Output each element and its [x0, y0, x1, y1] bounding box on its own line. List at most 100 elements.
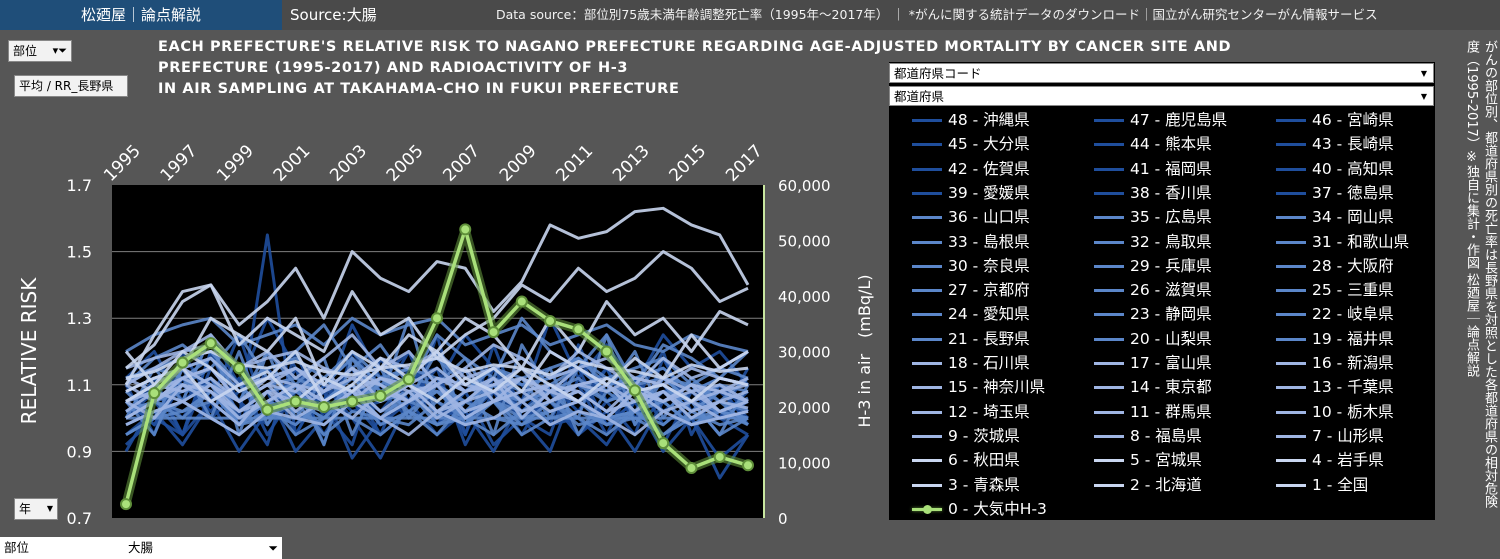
site-slicer-label: 部位 [13, 44, 38, 58]
h3-point [346, 395, 359, 408]
y-axis-label: RELATIVE RISK [17, 277, 41, 425]
legend-label: 29 - 兵庫県 [1130, 256, 1212, 275]
y2-tick-label: 30,000 [778, 344, 831, 362]
brand-tab[interactable]: 松廼屋｜論点解説 [0, 0, 282, 30]
legend-swatch [912, 191, 942, 195]
legend-swatch [1094, 434, 1124, 438]
legend-swatch [912, 240, 942, 244]
h3-point [176, 356, 189, 369]
h3-point [685, 462, 698, 475]
legend-swatch [1276, 167, 1306, 171]
legend-swatch [912, 216, 942, 220]
y2-tick-label: 40,000 [778, 288, 831, 306]
y2-tick-label: 60,000 [778, 177, 831, 195]
h3-point [204, 337, 217, 350]
h3-point [459, 223, 472, 236]
pref-dropdown[interactable]: 都道府県 ▼ [889, 86, 1434, 106]
legend-swatch [912, 483, 942, 487]
chevron-down-icon: ▼ [1420, 69, 1427, 78]
bottom-site-value[interactable]: 大腸 ⏷ [124, 537, 282, 559]
legend-label: 40 - 高知県 [1312, 159, 1394, 178]
legend-swatch [1276, 386, 1306, 390]
y-tick-label: 1.1 [67, 376, 92, 395]
x-tick-label: 2003 [326, 141, 371, 186]
source-tab[interactable]: Source:大腸 [282, 0, 482, 30]
y2-tick-label: 20,000 [778, 399, 831, 417]
y-tick-label: 0.9 [67, 442, 92, 461]
bottom-site-value-text: 大腸 [128, 540, 154, 555]
legend-swatch [912, 119, 942, 122]
h3-point [657, 437, 670, 450]
legend-label: 45 - 大分県 [948, 135, 1030, 154]
filter-icon: ▾⏷ [52, 44, 67, 57]
year-slicer-button[interactable]: 年 ▼ [14, 498, 58, 520]
legend-swatch [1276, 191, 1306, 195]
h3-point [742, 459, 754, 472]
pref-code-dropdown[interactable]: 都道府県コード ▼ [889, 63, 1434, 83]
legend-label: 27 - 京都府 [948, 281, 1030, 300]
legend-swatch [1094, 289, 1124, 293]
h3-point [515, 295, 528, 308]
legend-label: 41 - 福岡県 [1130, 159, 1212, 178]
legend-label: 38 - 香川県 [1130, 183, 1212, 202]
legend-label: 18 - 石川県 [948, 354, 1030, 372]
legend-label: 48 - 沖縄県 [948, 111, 1030, 129]
legend-swatch [912, 143, 942, 147]
legend-swatch [1094, 313, 1124, 317]
legend-swatch [1276, 216, 1306, 220]
bottom-bar [0, 537, 1500, 559]
legend-label: 1 - 全国 [1312, 475, 1369, 494]
data-source-text: Data source：部位別75歳未満年齢調整死亡率（1995年～2017年）… [496, 7, 1378, 22]
legend-swatch [912, 459, 942, 463]
legend-label: 5 - 宮城県 [1130, 451, 1202, 470]
legend-label: 16 - 新潟県 [1312, 354, 1394, 372]
h3-point [289, 395, 302, 408]
legend-label: 22 - 岐阜県 [1312, 305, 1394, 324]
site-slicer-button[interactable]: 部位 ▾⏷ [8, 40, 72, 62]
x-tick-label: 2007 [439, 141, 484, 186]
legend-swatch [1276, 410, 1306, 414]
chart-title-line-2: PREFECTURE (1995-2017) AND RADIOACTIVITY… [158, 60, 629, 76]
legend-swatch [912, 167, 942, 171]
bottom-site-label: 部位 [0, 537, 124, 559]
legend-swatch [1094, 362, 1124, 365]
legend-label: 6 - 秋田県 [948, 451, 1020, 470]
legend-label: 2 - 北海道 [1130, 475, 1202, 494]
x-tick-label: 2017 [722, 141, 767, 186]
legend-label: 28 - 大阪府 [1312, 256, 1394, 275]
legend-label: 14 - 東京都 [1130, 378, 1212, 397]
h3-point [261, 403, 274, 416]
legend-label: 44 - 熊本県 [1130, 135, 1212, 154]
legend-swatch [1094, 264, 1124, 268]
legend-label: 15 - 神奈川県 [948, 378, 1046, 397]
average-rr-button[interactable]: 平均 / RR_長野県 [14, 75, 128, 97]
series-line-5 [125, 366, 749, 403]
legend-label: 10 - 栃木県 [1312, 402, 1394, 421]
legend-label: 7 - 山形県 [1312, 426, 1384, 445]
y-tick-label: 1.7 [67, 176, 92, 195]
legend-label: 34 - 岡山県 [1312, 208, 1394, 227]
legend-label: 0 - 大気中H-3 [948, 499, 1047, 518]
legend-swatch [1094, 410, 1124, 414]
legend-swatch [912, 289, 942, 293]
series-line-31 [124, 316, 750, 387]
legend-swatch [1276, 362, 1306, 365]
legend-label: 4 - 岩手県 [1312, 451, 1384, 470]
legend-marker [923, 504, 932, 514]
chevron-down-icon: ▼ [1420, 92, 1427, 101]
pref-dropdown-label: 都道府県 [894, 89, 945, 104]
pref-code-dropdown-label: 都道府県コード [894, 66, 982, 81]
legend-swatch [912, 313, 942, 317]
h3-point [120, 498, 132, 511]
h3-point [487, 326, 500, 339]
legend-label: 11 - 群馬県 [1130, 402, 1212, 421]
legend-label: 39 - 愛媛県 [948, 183, 1030, 202]
legend-swatch [1094, 191, 1124, 195]
chart-title: EACH PREFECTURE'S RELATIVE RISK TO NAGAN… [158, 37, 1318, 100]
legend-swatch [912, 264, 942, 268]
h3-point [628, 384, 641, 397]
legend-label: 47 - 鹿児島県 [1130, 111, 1228, 129]
legend-swatch [1094, 337, 1124, 341]
legend-label: 23 - 静岡県 [1130, 305, 1212, 324]
x-tick-label: 2005 [383, 141, 428, 186]
